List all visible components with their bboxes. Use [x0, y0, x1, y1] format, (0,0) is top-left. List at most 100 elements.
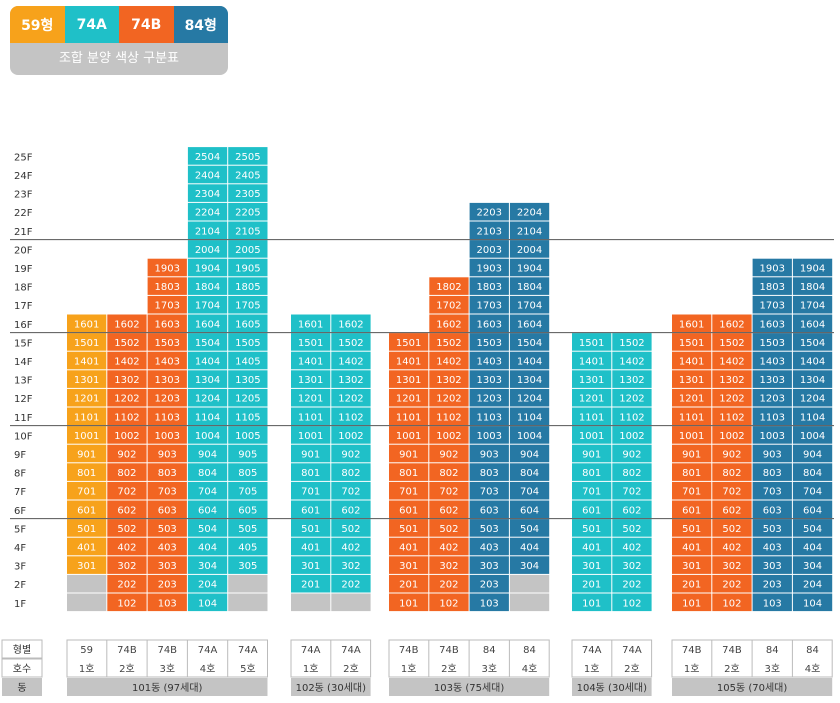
unit-number: 602	[117, 505, 136, 516]
unit-cell	[509, 556, 550, 574]
unit-number: 502	[622, 524, 641, 535]
unit-number: 1504	[195, 338, 220, 349]
unit-number: 2104	[517, 226, 542, 237]
unit-number: 2003	[477, 245, 502, 256]
unit-number: 1404	[800, 357, 825, 368]
unit-number: 501	[582, 524, 601, 535]
unit-cell	[469, 370, 509, 388]
unit-cell	[429, 519, 469, 537]
unit-cell	[792, 500, 833, 519]
unit-cell	[712, 593, 752, 612]
unit-cell	[228, 295, 268, 314]
unit-number: 502	[722, 524, 741, 535]
unit-number: 1101	[298, 412, 323, 423]
unit-number: 1604	[800, 319, 825, 330]
unit-cell	[752, 351, 792, 370]
unit-cell	[429, 556, 469, 574]
unit-number: 705	[238, 487, 257, 498]
unit-cell	[187, 519, 228, 537]
unit-number: 201	[399, 580, 418, 591]
unit-cell	[389, 388, 429, 407]
type-label: 59	[80, 645, 93, 656]
floor-label: 11F	[14, 413, 33, 424]
unit-cell	[672, 574, 712, 593]
unit-number: 1401	[74, 357, 99, 368]
unit-number: 1201	[74, 394, 99, 405]
unit-number: 1301	[396, 375, 421, 386]
unit-number: 1501	[74, 338, 99, 349]
unit-number: 1204	[195, 394, 220, 405]
unit-number: 504	[520, 524, 539, 535]
unit-number: 1501	[396, 338, 421, 349]
unit-cell	[469, 463, 509, 481]
unit-cell	[389, 444, 429, 463]
unit-cell	[389, 351, 429, 370]
floor-label: 14F	[14, 357, 33, 368]
type-label: 74A	[301, 645, 321, 656]
unit-cell	[107, 593, 147, 612]
unit-cell	[228, 370, 268, 388]
unit-cell	[672, 388, 712, 407]
unit-number: 1502	[719, 338, 744, 349]
unit-label: 5호	[240, 663, 256, 675]
unit-number: 402	[341, 543, 360, 554]
unit-cell	[147, 556, 187, 574]
unit-cell	[147, 463, 187, 481]
unit-cell	[291, 351, 331, 370]
unit-number: 1302	[436, 375, 461, 386]
unit-cell	[228, 165, 268, 184]
unit-cell	[612, 333, 652, 351]
unit-number: 802	[622, 468, 641, 479]
unit-number: 1803	[760, 282, 785, 293]
unit-number: 101	[399, 598, 418, 609]
floor-label: 8F	[14, 469, 26, 480]
unit-label: 2호	[441, 663, 457, 675]
unit-cell	[792, 277, 833, 295]
unit-label: 4호	[522, 663, 538, 675]
unit-cell	[147, 295, 187, 314]
unit-cell	[572, 463, 612, 481]
unit-number: 804	[198, 468, 217, 479]
unit-cell	[509, 314, 550, 333]
unit-number: 1202	[719, 394, 744, 405]
unit-cell	[228, 537, 268, 556]
unit-cell	[187, 500, 228, 519]
unit-cell	[67, 314, 107, 333]
unit-number: 1003	[477, 431, 502, 442]
unit-number: 603	[158, 505, 177, 516]
unit-number: 505	[238, 524, 257, 535]
unit-number: 402	[722, 543, 741, 554]
floor-label: 24F	[14, 171, 33, 182]
unit-cell	[291, 388, 331, 407]
unit-cell	[509, 444, 550, 463]
unit-cell	[187, 165, 228, 184]
unit-number: 503	[158, 524, 177, 535]
unit-number: 1204	[517, 394, 542, 405]
unit-cell	[187, 593, 228, 612]
building-name: 101동 (97세대)	[132, 682, 202, 694]
unit-cell	[612, 370, 652, 388]
unit-cell	[752, 574, 792, 593]
color-legend: 59형 74A 74B 84형 조합 분양 색상 구분표	[10, 6, 228, 75]
unit-cell	[469, 295, 509, 314]
unit-cell	[389, 574, 429, 593]
unit-cell	[792, 333, 833, 351]
unit-number: 1603	[477, 319, 502, 330]
unit-cell	[752, 277, 792, 295]
unit-number: 1005	[235, 431, 260, 442]
unit-cell	[107, 500, 147, 519]
unit-number: 1503	[760, 338, 785, 349]
unit-number: 1402	[436, 357, 461, 368]
unit-cell	[429, 481, 469, 500]
unit-cell	[67, 593, 107, 612]
unit-number: 2104	[195, 226, 220, 237]
unit-cell	[228, 240, 268, 258]
unit-number: 405	[238, 543, 257, 554]
legend-title: 조합 분양 색상 구분표	[58, 51, 180, 66]
unit-cell	[389, 426, 429, 444]
unit-number: 1704	[195, 301, 220, 312]
unit-number: 703	[763, 487, 782, 498]
unit-cell	[147, 500, 187, 519]
unit-number: 601	[77, 505, 96, 516]
unit-cell	[187, 444, 228, 463]
